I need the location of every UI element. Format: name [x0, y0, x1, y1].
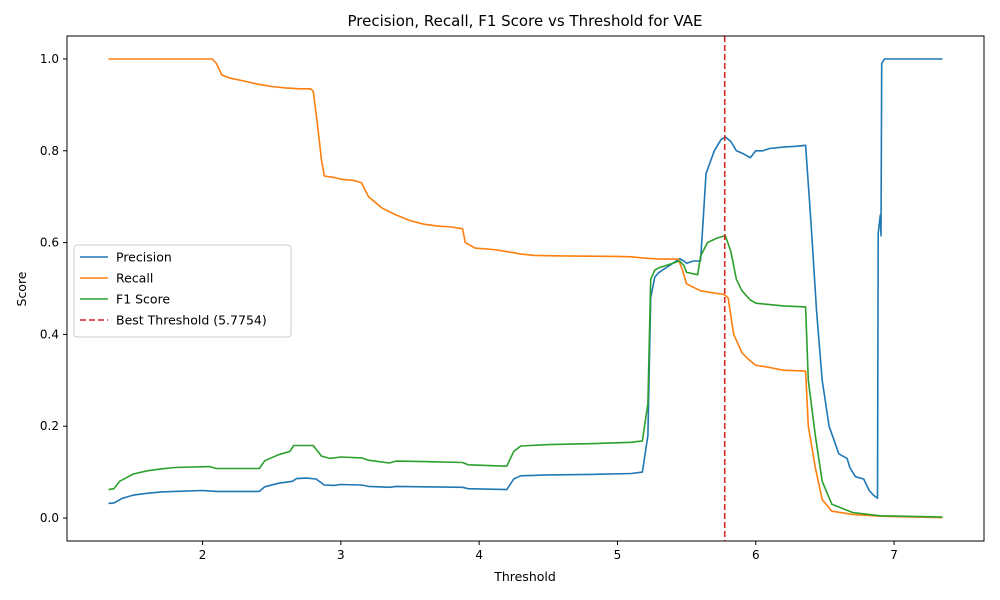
- legend-label: Recall: [116, 271, 153, 286]
- x-tick-label: 3: [337, 548, 345, 562]
- x-tick-label: 7: [890, 548, 898, 562]
- y-tick-label: 0.2: [40, 419, 59, 433]
- y-tick-label: 1.0: [40, 52, 59, 66]
- x-axis-ticks: 2 3 4 5 6 7: [199, 541, 898, 562]
- plot-frame: [66, 35, 985, 542]
- y-axis-ticks: 0.0 0.2 0.4 0.6 0.8 1.0: [40, 52, 67, 525]
- y-axis-label: Score: [14, 271, 29, 306]
- y-tick-label: 0.4: [40, 327, 59, 341]
- x-tick-label: 2: [199, 548, 207, 562]
- plot-lines: [108, 36, 943, 541]
- chart-title: Precision, Recall, F1 Score vs Threshold…: [347, 12, 702, 30]
- x-tick-label: 5: [614, 548, 622, 562]
- y-tick-label: 0.8: [40, 144, 59, 158]
- y-tick-label: 0.6: [40, 236, 59, 250]
- x-tick-label: 4: [475, 548, 483, 562]
- series-line-f1-score: [108, 234, 943, 518]
- y-tick-label: 0.0: [40, 511, 59, 525]
- legend: Precision Recall F1 Score Best Threshold (5…: [73, 244, 292, 338]
- legend-label: F1 Score: [116, 292, 170, 307]
- legend-box: [73, 244, 292, 338]
- series-line-recall: [108, 58, 943, 519]
- x-axis-label: Threshold: [493, 569, 556, 584]
- legend-label: Best Threshold (5.7754): [116, 313, 267, 328]
- legend-label: Precision: [116, 250, 172, 265]
- x-tick-label: 6: [752, 548, 760, 562]
